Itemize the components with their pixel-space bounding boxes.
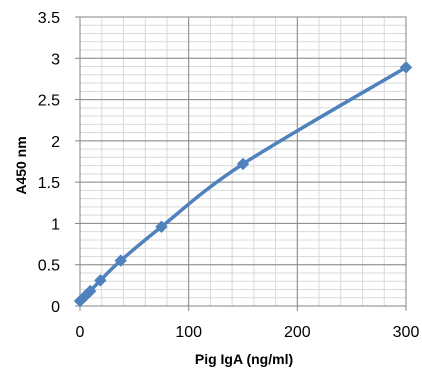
- y-tick-label: 1: [51, 216, 60, 233]
- y-tick-label: 2: [51, 134, 60, 151]
- y-axis-title: A450 nm: [13, 136, 29, 194]
- y-tick-label: 0: [51, 299, 60, 316]
- x-tick-label: 0: [76, 324, 85, 341]
- y-tick-label: 2.5: [38, 93, 60, 110]
- data-point-marker: [155, 220, 168, 233]
- y-tick-label: 0.5: [38, 258, 60, 275]
- x-tick-label: 300: [393, 324, 420, 341]
- y-tick-label: 3: [51, 51, 60, 68]
- x-tick-label: 200: [284, 324, 311, 341]
- data-point-marker: [94, 274, 107, 287]
- y-axis-ticks: 0 0.5 1 1.5 2 2.5 3 3.5: [38, 10, 80, 316]
- y-tick-label: 1.5: [38, 175, 60, 192]
- major-gridlines: [80, 17, 406, 306]
- data-point-marker: [236, 157, 250, 171]
- data-point-marker: [114, 254, 127, 267]
- series-line: [78, 65, 407, 303]
- x-tick-label: 100: [175, 324, 202, 341]
- series-group: [73, 61, 413, 308]
- x-axis-title: Pig IgA (ng/ml): [195, 351, 293, 367]
- data-point-marker: [399, 61, 413, 74]
- data-point-marker: [83, 284, 97, 298]
- y-tick-label: 3.5: [38, 10, 60, 27]
- plot-area: [79, 16, 407, 307]
- x-axis-ticks: 0 100 200 300: [76, 306, 420, 341]
